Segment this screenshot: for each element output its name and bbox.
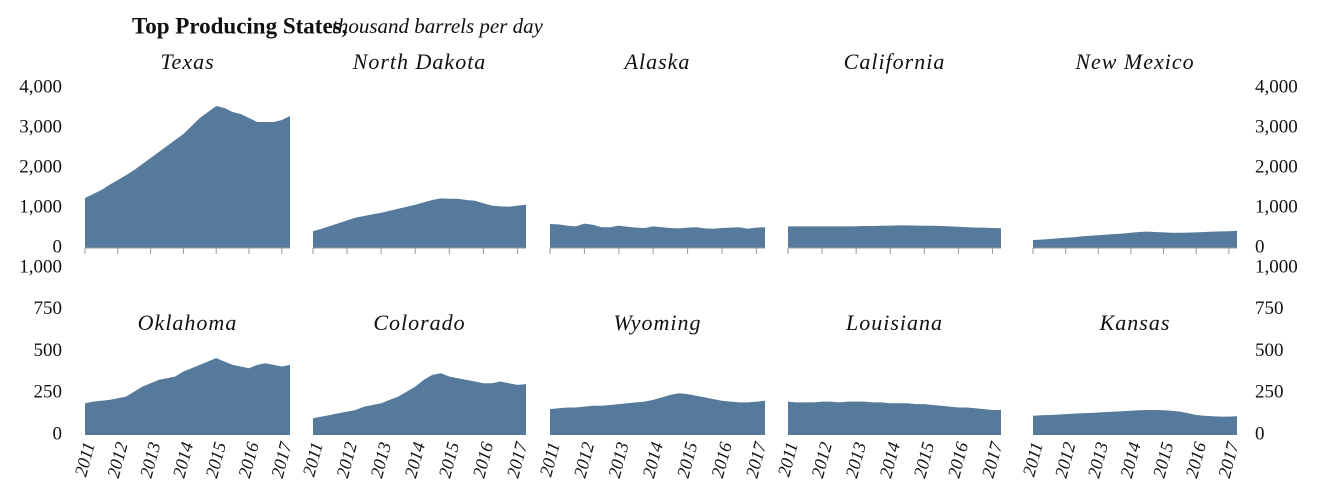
panel-title: Colorado bbox=[373, 310, 465, 335]
x-tick-label: 2011 bbox=[536, 440, 564, 479]
area bbox=[85, 106, 290, 248]
area bbox=[1033, 409, 1237, 435]
y-tick-label: 250 bbox=[1255, 382, 1284, 403]
x-tick-label: 2017 bbox=[978, 439, 1007, 480]
y-tick-label: 1,000 bbox=[19, 196, 62, 217]
y-tick-label: 0 bbox=[1255, 423, 1265, 444]
y-tick-label: 250 bbox=[34, 382, 63, 403]
x-tick-label: 2017 bbox=[1214, 439, 1243, 480]
panel-title: Oklahoma bbox=[138, 310, 238, 335]
x-tick-label: 2014 bbox=[638, 440, 667, 480]
panel-title: Kansas bbox=[1099, 310, 1171, 335]
y-tick-label: 2,000 bbox=[19, 156, 62, 177]
x-tick-label: 2011 bbox=[1019, 440, 1047, 479]
x-tick-label: 2013 bbox=[1083, 440, 1112, 480]
area bbox=[1033, 230, 1237, 248]
x-tick-label: 2015 bbox=[1149, 440, 1178, 480]
y-tick-label: 2,000 bbox=[1255, 156, 1298, 177]
area bbox=[788, 225, 1001, 248]
chart-subtitle: thousand barrels per day bbox=[332, 14, 544, 38]
panel-title: Alaska bbox=[623, 49, 691, 74]
y-tick-label: 0 bbox=[53, 423, 63, 444]
x-tick-label: 2014 bbox=[1116, 440, 1145, 480]
area bbox=[313, 198, 526, 248]
x-tick-label: 2012 bbox=[103, 440, 132, 480]
x-tick-label: 2016 bbox=[1181, 440, 1210, 480]
y-tick-label: 1,000 bbox=[1255, 196, 1298, 217]
y-tick-label: 500 bbox=[34, 340, 63, 361]
area bbox=[313, 373, 526, 435]
y-tick-label: 1,000 bbox=[19, 256, 62, 277]
x-tick-label: 2012 bbox=[332, 440, 361, 480]
panel-title: North Dakota bbox=[352, 49, 487, 74]
x-tick-label: 2016 bbox=[469, 440, 498, 480]
y-tick-label: 4,000 bbox=[1255, 76, 1298, 97]
x-tick-label: 2015 bbox=[435, 440, 464, 480]
y-tick-label: 3,000 bbox=[19, 116, 62, 137]
x-tick-label: 2011 bbox=[71, 440, 99, 479]
x-tick-label: 2011 bbox=[299, 440, 327, 479]
panel-title: California bbox=[844, 49, 946, 74]
x-tick-label: 2017 bbox=[503, 439, 532, 480]
y-tick-label: 500 bbox=[1255, 340, 1284, 361]
y-tick-label: 4,000 bbox=[19, 76, 62, 97]
x-tick-label: 2011 bbox=[774, 440, 802, 479]
area bbox=[85, 358, 290, 435]
x-tick-label: 2015 bbox=[910, 440, 939, 480]
area bbox=[788, 401, 1001, 435]
x-tick-label: 2017 bbox=[742, 439, 771, 480]
area bbox=[550, 223, 765, 248]
x-tick-label: 2013 bbox=[366, 440, 395, 480]
x-tick-label: 2017 bbox=[267, 439, 296, 480]
x-tick-label: 2012 bbox=[1051, 440, 1080, 480]
x-tick-label: 2014 bbox=[875, 440, 904, 480]
x-tick-label: 2015 bbox=[201, 440, 230, 480]
x-tick-label: 2016 bbox=[944, 440, 973, 480]
y-tick-label: 1,000 bbox=[1255, 256, 1298, 277]
y-tick-label: 0 bbox=[1255, 236, 1265, 257]
x-tick-label: 2012 bbox=[570, 440, 599, 480]
x-tick-label: 2015 bbox=[673, 440, 702, 480]
panel-title: Texas bbox=[160, 49, 214, 74]
x-tick-label: 2012 bbox=[807, 440, 836, 480]
x-tick-label: 2014 bbox=[169, 440, 198, 480]
panel-title: New Mexico bbox=[1074, 49, 1194, 74]
x-tick-label: 2013 bbox=[604, 440, 633, 480]
x-tick-label: 2016 bbox=[234, 440, 263, 480]
x-tick-label: 2014 bbox=[400, 440, 429, 480]
x-tick-label: 2013 bbox=[136, 440, 165, 480]
y-tick-label: 750 bbox=[1255, 298, 1284, 319]
chart-title: Top Producing States, bbox=[132, 13, 347, 38]
y-tick-label: 750 bbox=[34, 298, 63, 319]
y-tick-label: 3,000 bbox=[1255, 116, 1298, 137]
area bbox=[550, 393, 765, 435]
x-tick-label: 2013 bbox=[841, 440, 870, 480]
panel-title: Louisiana bbox=[845, 310, 943, 335]
panel-title: Wyoming bbox=[613, 310, 701, 335]
x-tick-label: 2016 bbox=[707, 440, 736, 480]
y-tick-label: 0 bbox=[53, 236, 63, 257]
